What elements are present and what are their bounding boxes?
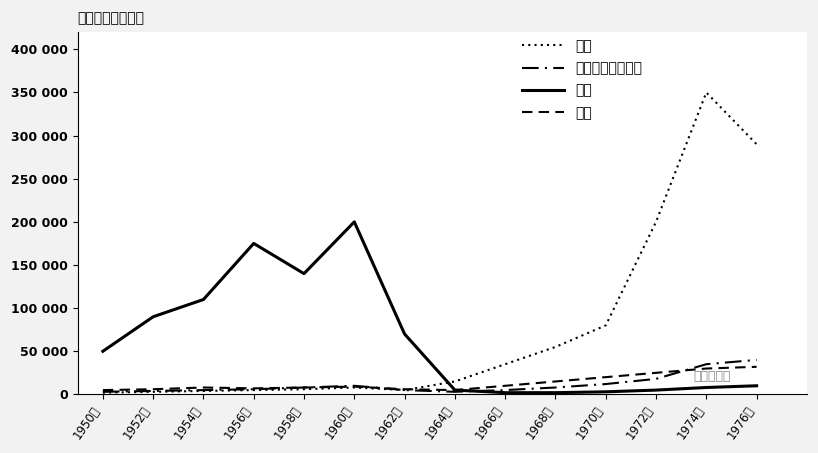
苏联 [501, 390, 510, 395]
德意志联邦共和国 [98, 389, 108, 395]
Line: 美国: 美国 [103, 367, 757, 390]
日本 [199, 388, 209, 394]
美国 [98, 387, 108, 393]
美国 [349, 384, 359, 390]
Text: 历史教育家: 历史教育家 [694, 370, 730, 383]
德意志联邦共和国 [450, 389, 460, 395]
苏联 [148, 314, 158, 319]
苏联 [400, 331, 410, 337]
Line: 德意志联邦共和国: 德意志联邦共和国 [103, 360, 757, 392]
美国 [450, 387, 460, 393]
德意志联邦共和国 [601, 381, 611, 387]
日本 [349, 385, 359, 390]
德意志联邦共和国 [551, 385, 560, 390]
德意志联邦共和国 [501, 387, 510, 393]
美国 [551, 379, 560, 384]
日本 [601, 323, 611, 328]
Text: （单位：万美元）: （单位：万美元） [78, 11, 145, 25]
Legend: 日本, 德意志联邦共和国, 苏联, 美国: 日本, 德意志联邦共和国, 苏联, 美国 [522, 39, 642, 120]
Line: 苏联: 苏联 [103, 222, 757, 393]
德意志联邦共和国 [199, 387, 209, 393]
苏联 [98, 348, 108, 354]
美国 [501, 383, 510, 389]
德意志联邦共和国 [400, 387, 410, 393]
美国 [601, 375, 611, 380]
德意志联邦共和国 [299, 385, 309, 390]
苏联 [752, 383, 762, 389]
美国 [249, 386, 258, 391]
日本 [701, 90, 711, 95]
日本 [400, 387, 410, 393]
日本 [148, 389, 158, 395]
日本 [551, 344, 560, 350]
德意志联邦共和国 [148, 388, 158, 394]
德意志联邦共和国 [752, 357, 762, 362]
苏联 [551, 390, 560, 395]
美国 [701, 366, 711, 371]
苏联 [701, 385, 711, 390]
苏联 [601, 389, 611, 395]
德意志联邦共和国 [349, 383, 359, 389]
苏联 [450, 387, 460, 393]
美国 [148, 386, 158, 392]
美国 [752, 364, 762, 370]
日本 [651, 219, 661, 225]
日本 [450, 379, 460, 384]
日本 [752, 141, 762, 147]
日本 [501, 361, 510, 367]
苏联 [651, 387, 661, 393]
美国 [400, 386, 410, 392]
美国 [199, 385, 209, 390]
德意志联邦共和国 [651, 376, 661, 381]
日本 [299, 386, 309, 392]
苏联 [199, 297, 209, 302]
美国 [299, 385, 309, 390]
Line: 日本: 日本 [103, 92, 757, 393]
德意志联邦共和国 [249, 386, 258, 392]
苏联 [299, 271, 309, 276]
美国 [651, 370, 661, 376]
日本 [249, 387, 258, 393]
日本 [98, 390, 108, 395]
苏联 [249, 241, 258, 246]
苏联 [349, 219, 359, 225]
德意志联邦共和国 [701, 361, 711, 367]
